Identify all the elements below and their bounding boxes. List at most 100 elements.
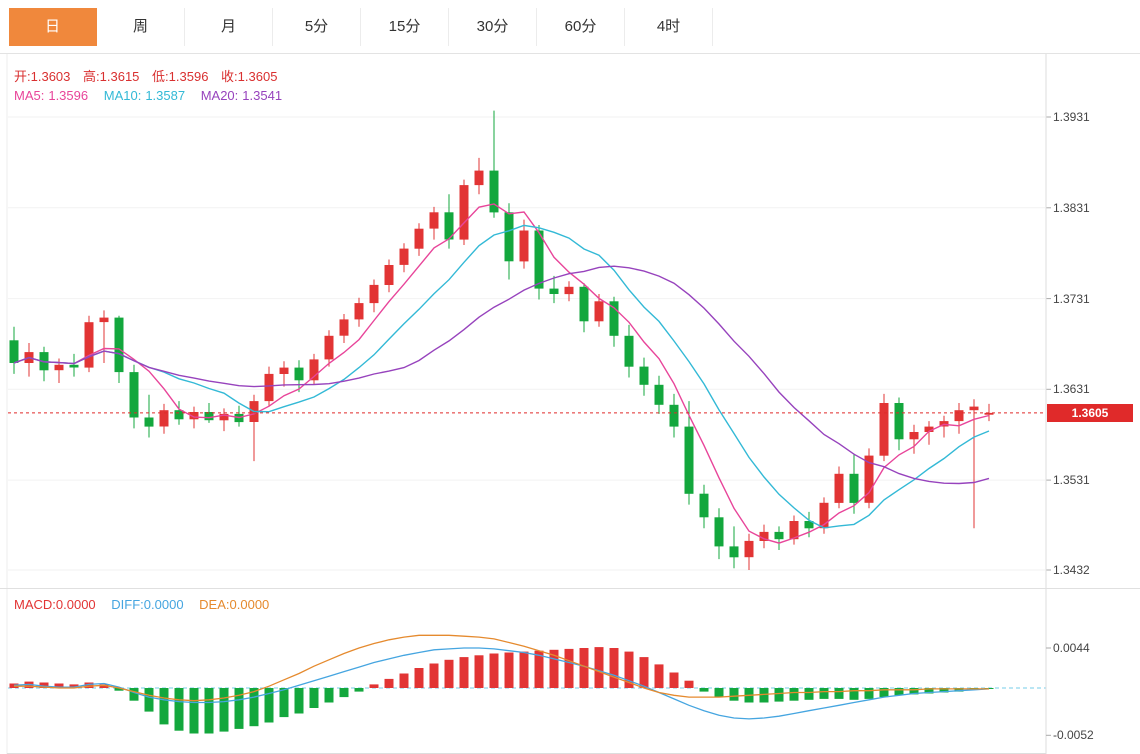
ma10-line (13, 224, 990, 529)
tab-week[interactable]: 周 (97, 8, 185, 46)
candle-body (819, 502, 829, 529)
macd-bar (594, 647, 604, 688)
candle-body (474, 170, 484, 186)
ohlc-legend: 开:1.3603 高:1.3615 低:1.3596 收:1.3605 (14, 66, 286, 85)
candle-body (564, 286, 574, 295)
candle-body (54, 364, 64, 371)
candle-body (894, 403, 904, 440)
macd-bar (519, 651, 529, 688)
dea-line (14, 634, 989, 702)
macd-bar (579, 648, 589, 688)
macd-bar (309, 688, 319, 708)
tab-60min[interactable]: 60分 (537, 8, 625, 46)
candle-body (744, 540, 754, 558)
macd-bar (324, 688, 334, 703)
macd-bar (624, 651, 634, 688)
ma-legend: MA5: 1.3596 MA10: 1.3587 MA20: 1.3541 (14, 88, 294, 103)
tab-5min[interactable]: 5分 (273, 8, 361, 46)
candle-body (384, 265, 394, 285)
candle-body (654, 384, 664, 405)
candlestick-chart[interactable] (0, 54, 1140, 588)
diff-line (13, 647, 990, 720)
macd-bar (354, 688, 364, 692)
macd-bar (639, 657, 649, 688)
tab-month[interactable]: 月 (185, 8, 273, 46)
candle-body (174, 410, 184, 420)
tab-day[interactable]: 日 (8, 8, 97, 46)
ma20-legend: MA20: 1.3541 (200, 88, 283, 103)
macd-bar (834, 688, 844, 699)
tab-30min[interactable]: 30分 (449, 8, 537, 46)
macd-bar (414, 668, 424, 688)
macd-bar (384, 678, 394, 688)
macd-bar (654, 664, 664, 688)
candle-body (324, 335, 334, 360)
timeframe-tabbar: 日 周 月 5分 15分 30分 60分 4时 (0, 0, 1140, 54)
candle-body (264, 373, 274, 402)
candle-body (624, 335, 634, 367)
candle-body (69, 364, 79, 368)
ohlc-low: 低:1.3596 (152, 69, 209, 84)
macd-bar (774, 688, 784, 702)
macd-bar (39, 682, 49, 688)
candle-body (969, 406, 979, 411)
candle-body (309, 359, 319, 381)
candle-body (579, 286, 589, 322)
candle-body (669, 404, 679, 427)
macd-bar (939, 688, 949, 693)
candle-body (279, 367, 289, 374)
macd-value: MACD:0.0000 (14, 597, 96, 612)
candle-body (879, 403, 889, 456)
candle-body (549, 288, 559, 294)
macd-bar (849, 688, 859, 700)
candle-body (219, 413, 229, 421)
candle-body (129, 372, 139, 418)
macd-bar (369, 684, 379, 688)
macd-bar (609, 648, 619, 688)
candle-body (789, 521, 799, 540)
candle-body (759, 531, 769, 541)
candle-body (114, 317, 124, 373)
candle-body (534, 230, 544, 289)
macd-bar (174, 688, 184, 731)
macd-bar (954, 688, 964, 692)
macd-bar (189, 688, 199, 734)
candle-body (84, 322, 94, 368)
macd-bar (444, 659, 454, 688)
macd-bar (534, 650, 544, 688)
candle-body (774, 531, 784, 540)
candle-body (909, 432, 919, 440)
macd-bar (279, 688, 289, 718)
macd-bar (669, 672, 679, 688)
candle-body (204, 412, 214, 421)
macd-bar (804, 688, 814, 700)
macd-bar (54, 683, 64, 688)
ohlc-high: 高:1.3615 (83, 69, 140, 84)
candle-body (9, 340, 19, 363)
candle-body (489, 170, 499, 213)
tab-15min[interactable]: 15分 (361, 8, 449, 46)
candle-body (99, 317, 109, 323)
macd-bar (249, 688, 259, 727)
candle-body (399, 248, 409, 265)
macd-bar (819, 688, 829, 699)
candle-body (954, 410, 964, 422)
candle-body (729, 546, 739, 558)
candle-body (519, 230, 529, 262)
candle-body (159, 410, 169, 427)
tab-4hour[interactable]: 4时 (625, 8, 713, 46)
macd-bar (924, 688, 934, 694)
ma10-legend: MA10: 1.3587 (103, 88, 186, 103)
macd-bar (114, 688, 124, 691)
macd-bar (879, 688, 889, 698)
macd-bar (129, 688, 139, 701)
macd-bar (264, 688, 274, 723)
ohlc-close: 收:1.3605 (221, 69, 278, 84)
macd-bar (429, 663, 439, 688)
candle-body (339, 319, 349, 336)
macd-bar (864, 688, 874, 699)
candle-body (849, 473, 859, 503)
macd-chart[interactable] (0, 589, 1140, 754)
macd-bar (564, 648, 574, 688)
